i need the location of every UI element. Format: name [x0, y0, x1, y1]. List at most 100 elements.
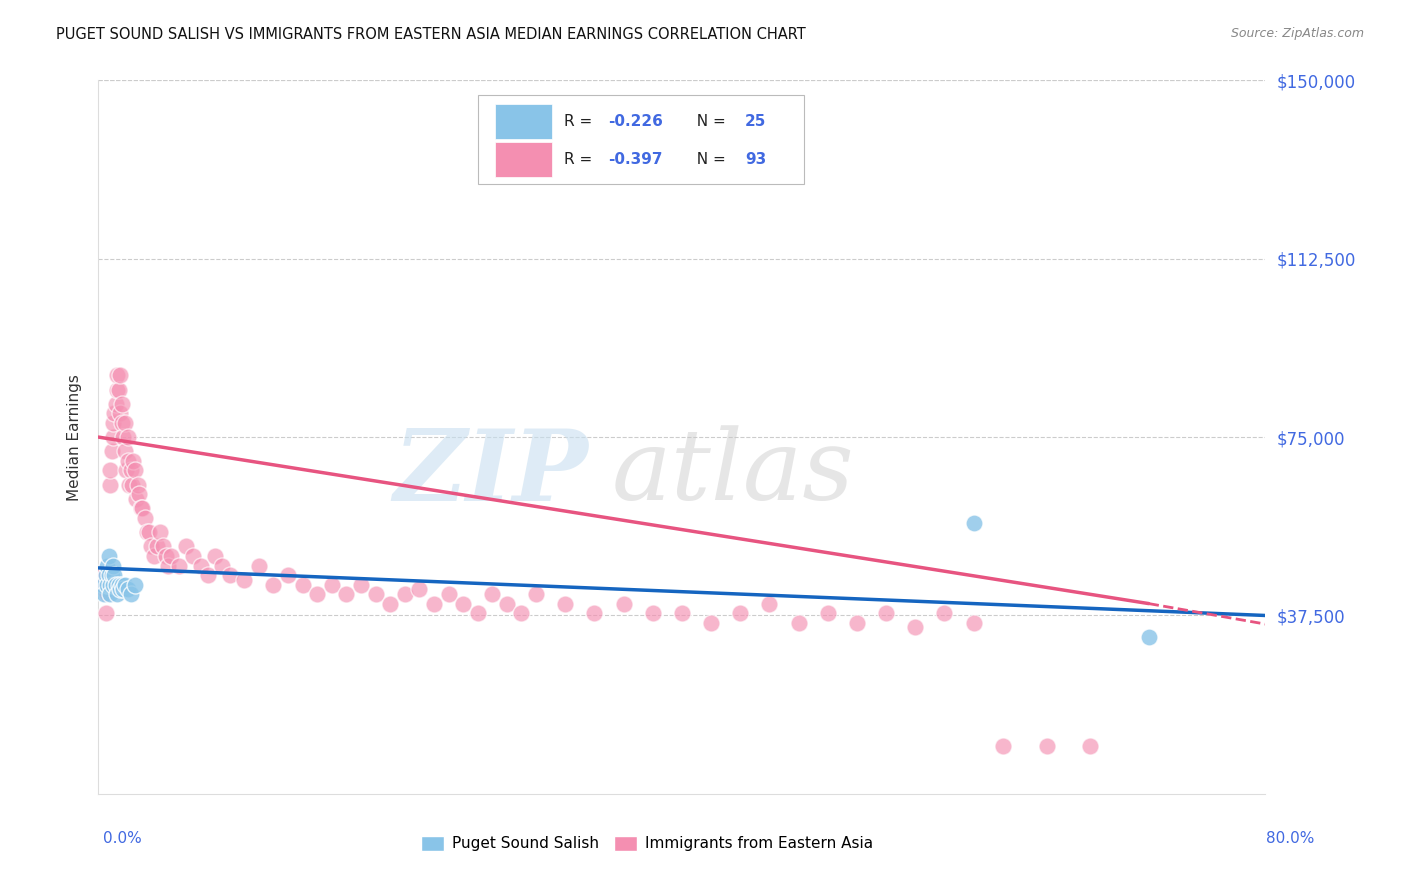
Point	[190, 558, 212, 573]
Point	[105, 368, 128, 383]
Point	[98, 587, 121, 601]
Point	[139, 540, 162, 554]
Point	[117, 582, 139, 597]
Point	[991, 739, 1014, 754]
Text: N =: N =	[686, 113, 730, 128]
Point	[127, 477, 149, 491]
Point	[846, 615, 869, 630]
Point	[160, 549, 183, 563]
Point	[155, 549, 177, 563]
Point	[101, 416, 124, 430]
FancyBboxPatch shape	[478, 95, 804, 184]
Point	[104, 577, 127, 591]
Point	[96, 587, 118, 601]
Point	[98, 477, 121, 491]
Point	[481, 587, 503, 601]
Point	[277, 568, 299, 582]
Point	[129, 501, 152, 516]
Point	[510, 606, 533, 620]
Point	[122, 454, 145, 468]
Point	[700, 615, 723, 630]
Point	[962, 516, 984, 530]
Point	[197, 568, 219, 582]
Point	[1137, 630, 1160, 644]
Point	[97, 568, 120, 582]
Point	[1035, 739, 1057, 754]
Text: R =: R =	[564, 113, 598, 128]
Point	[135, 525, 157, 540]
Point	[105, 587, 128, 601]
Point	[583, 606, 606, 620]
Point	[157, 558, 180, 573]
Point	[108, 577, 131, 591]
Point	[149, 525, 172, 540]
Point	[103, 568, 125, 582]
Point	[787, 615, 810, 630]
Point	[101, 558, 124, 573]
Point	[262, 577, 284, 591]
Point	[612, 597, 634, 611]
Point	[934, 606, 956, 620]
Text: 93: 93	[745, 153, 766, 167]
Point	[91, 577, 114, 591]
Point	[211, 558, 233, 573]
Point	[93, 587, 115, 601]
Point	[817, 606, 839, 620]
Point	[121, 477, 143, 491]
Point	[108, 383, 131, 397]
Point	[671, 606, 693, 620]
Point	[218, 568, 240, 582]
Point	[117, 454, 139, 468]
Point	[97, 549, 120, 563]
Point	[152, 540, 174, 554]
Point	[423, 597, 446, 611]
Point	[321, 577, 343, 591]
Point	[125, 491, 148, 506]
Point	[128, 487, 150, 501]
Point	[167, 558, 190, 573]
Text: 80.0%: 80.0%	[1267, 831, 1315, 846]
Point	[103, 406, 125, 420]
Point	[98, 463, 121, 477]
Point	[115, 463, 138, 477]
Point	[307, 587, 329, 601]
Point	[335, 587, 357, 601]
Point	[91, 568, 114, 582]
Point	[96, 558, 118, 573]
Y-axis label: Median Earnings: Median Earnings	[66, 374, 82, 500]
Text: atlas: atlas	[612, 425, 855, 520]
Point	[730, 606, 752, 620]
Point	[554, 597, 576, 611]
Point	[114, 416, 136, 430]
Point	[101, 430, 124, 444]
Text: ZIP: ZIP	[394, 425, 589, 521]
Text: N =: N =	[686, 153, 730, 167]
Point	[101, 577, 124, 591]
Point	[1080, 739, 1102, 754]
Point	[962, 615, 984, 630]
Text: 0.0%: 0.0%	[103, 831, 142, 846]
Point	[110, 582, 132, 597]
Text: -0.226: -0.226	[609, 113, 664, 128]
Point	[181, 549, 204, 563]
Point	[380, 597, 402, 611]
Point	[110, 406, 132, 420]
Point	[641, 606, 664, 620]
Point	[124, 577, 146, 591]
Point	[437, 587, 460, 601]
Point	[94, 606, 117, 620]
Point	[875, 606, 897, 620]
Text: 25: 25	[745, 113, 766, 128]
Text: -0.397: -0.397	[609, 153, 662, 167]
Point	[96, 577, 118, 591]
Point	[758, 597, 780, 611]
Point	[146, 540, 169, 554]
Point	[451, 597, 474, 611]
FancyBboxPatch shape	[495, 103, 553, 138]
Point	[114, 577, 136, 591]
Point	[111, 397, 134, 411]
Point	[112, 430, 135, 444]
Point	[120, 587, 142, 601]
Text: PUGET SOUND SALISH VS IMMIGRANTS FROM EASTERN ASIA MEDIAN EARNINGS CORRELATION C: PUGET SOUND SALISH VS IMMIGRANTS FROM EA…	[56, 27, 806, 42]
Point	[350, 577, 373, 591]
